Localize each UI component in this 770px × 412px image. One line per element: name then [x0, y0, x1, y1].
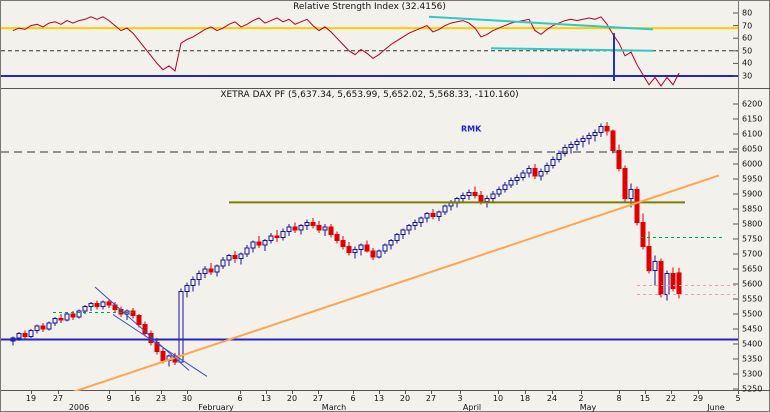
axis-tick	[525, 391, 526, 394]
rsi-cyan-trendline-upper[interactable]	[428, 15, 654, 31]
price-axis-label: 5700	[742, 249, 763, 259]
price-axis-label: 5550	[742, 294, 763, 304]
x-axis-day-label: 19	[25, 394, 37, 403]
axis-tick	[498, 391, 499, 394]
rsi-axis-label: 80	[742, 8, 753, 18]
axis-tick	[353, 391, 354, 394]
axis-tick	[645, 391, 646, 394]
x-axis-day-label: 18	[519, 394, 531, 403]
axis-tick	[698, 391, 699, 394]
axis-tick	[671, 391, 672, 394]
x-axis-day-label: 29	[692, 394, 704, 403]
x-axis-day-label: 2	[578, 394, 584, 403]
price-axis-label: 6150	[742, 114, 763, 124]
axis-tick	[161, 391, 162, 394]
rsi-panel: Relative Strength Index (32.4156) 80 70 60…	[1, 1, 770, 89]
x-axis-month-label: February	[198, 403, 234, 412]
axis-tick	[619, 391, 620, 394]
x-axis-day-label: 27	[52, 394, 64, 403]
x-axis: 19 27 9 16 23 30 6 13 20 27 6 13 20 27 3 10 18 24 2 8 15 22 29…	[1, 391, 770, 412]
price-axis-label: 5750	[742, 234, 763, 244]
rsi-y-axis: 80 70 60 50 40 30	[738, 1, 770, 88]
x-axis-day-label: 10	[492, 394, 504, 403]
price-axis-label: 5400	[742, 339, 763, 349]
price-axis-label: 5900	[742, 189, 763, 199]
rsi-axis-label: 40	[742, 58, 753, 68]
x-axis-day-label: 6	[237, 394, 243, 403]
rmk-label: RMK	[461, 125, 482, 134]
axis-tick	[405, 391, 406, 394]
x-axis-month-label: March	[321, 403, 347, 412]
price-axis-label: 5300	[742, 369, 763, 379]
price-axis-label: 5950	[742, 174, 763, 184]
rsi-plot-area[interactable]	[1, 1, 738, 89]
rsi-axis-label: 70	[742, 21, 753, 31]
axis-tick	[379, 391, 380, 394]
axis-tick	[581, 391, 582, 394]
price-axis-label: 5250	[742, 384, 763, 394]
candlesticks	[10, 122, 682, 367]
axis-tick	[109, 391, 110, 394]
price-axis-label: 5350	[742, 354, 763, 364]
x-axis-day-label: 9	[106, 394, 112, 403]
price-axis-label: 5800	[742, 219, 763, 229]
x-axis-day-label: 16	[129, 394, 141, 403]
x-axis-day-label: 8	[616, 394, 622, 403]
price-axis-label: 5850	[742, 204, 763, 214]
price-axis-label: 5450	[742, 324, 763, 334]
x-axis-day-label: 27	[425, 394, 437, 403]
x-axis-month-label: 2006	[68, 403, 90, 412]
x-axis-day-label: 3	[457, 394, 463, 403]
axis-tick	[431, 391, 432, 394]
axis-tick	[738, 391, 739, 394]
axis-tick	[460, 391, 461, 394]
orange-trendline[interactable]	[71, 174, 720, 391]
price-y-axis: 6200 6150 6100 6050 6000 5950 5900 5850 5800 5750…	[738, 89, 770, 394]
price-axis-label: 5500	[742, 309, 763, 319]
x-axis-day-label: 13	[373, 394, 385, 403]
price-axis-label: 6050	[742, 144, 763, 154]
x-axis-month-label: June	[707, 403, 725, 412]
x-axis-day-label: 13	[260, 394, 272, 403]
x-axis-month-label: May	[579, 403, 597, 412]
x-axis-day-label: 5	[735, 394, 741, 403]
price-plot-area[interactable]: RMK	[1, 89, 738, 391]
rsi-line	[12, 16, 680, 87]
x-axis-day-label: 30	[181, 394, 193, 403]
x-axis-day-label: 20	[399, 394, 411, 403]
price-axis-label: 6200	[742, 99, 763, 109]
axis-tick	[552, 391, 553, 394]
rsi-axis-label: 60	[742, 33, 753, 43]
rsi-axis-label: 50	[742, 46, 753, 56]
x-axis-day-label: 20	[286, 394, 298, 403]
x-axis-day-label: 24	[546, 394, 558, 403]
x-axis-day-label: 6	[350, 394, 356, 403]
rsi-axis-label: 30	[742, 71, 753, 81]
rsi-cyan-trendline-lower[interactable]	[490, 47, 654, 52]
axis-tick	[135, 391, 136, 394]
axis-tick	[292, 391, 293, 394]
x-axis-day-label: 27	[312, 394, 324, 403]
x-axis-day-label: 15	[639, 394, 651, 403]
axis-tick	[58, 391, 59, 394]
axis-tick	[318, 391, 319, 394]
x-axis-month-label: April	[462, 403, 482, 412]
price-panel: XETRA DAX PF (5,637.34, 5,653.99, 5,652.…	[1, 89, 770, 394]
blue-channel-lower[interactable]	[112, 314, 208, 377]
price-axis-label: 5600	[742, 279, 763, 289]
price-axis-label: 6100	[742, 129, 763, 139]
x-axis-day-label: 23	[155, 394, 167, 403]
axis-tick	[187, 391, 188, 394]
x-axis-day-label: 22	[665, 394, 677, 403]
axis-tick	[240, 391, 241, 394]
axis-tick	[266, 391, 267, 394]
axis-tick	[31, 391, 32, 394]
price-axis-label: 6000	[742, 159, 763, 169]
blue-channel-upper[interactable]	[94, 286, 190, 371]
price-axis-label: 5650	[742, 264, 763, 274]
